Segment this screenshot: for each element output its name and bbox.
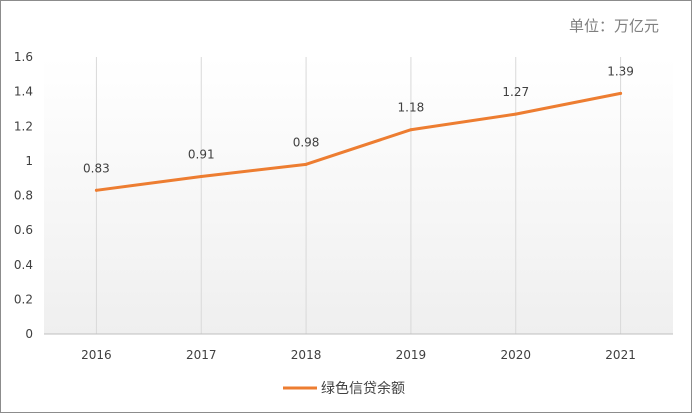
data-label: 1.18	[398, 101, 425, 115]
data-point	[199, 174, 203, 178]
y-tick-label: 1	[25, 154, 33, 168]
data-label: 1.27	[502, 85, 529, 99]
data-label: 1.39	[607, 64, 634, 78]
x-tick-label: 2016	[81, 348, 112, 362]
y-tick-label: 0.8	[14, 189, 33, 203]
x-tick-label: 2018	[291, 348, 322, 362]
y-tick-label: 1.4	[14, 85, 33, 99]
plot-area: 0 0.2 0.4 0.6 0.8 1 1.2 1.4 1.6 2016 2017 2018 2019 2…	[14, 50, 673, 362]
unit-label: 单位：万亿元	[569, 17, 659, 35]
y-tick-label: 0.6	[14, 223, 33, 237]
x-tick-label: 2020	[500, 348, 531, 362]
y-tick-label: 0.4	[14, 258, 33, 272]
data-point	[619, 91, 623, 95]
data-point	[94, 188, 98, 192]
legend-label: 绿色信贷余额	[321, 380, 405, 397]
data-point	[304, 162, 308, 166]
x-tick-label: 2017	[186, 348, 217, 362]
y-tick-label: 1.6	[14, 50, 33, 64]
data-point	[514, 112, 518, 116]
y-tick-label: 0	[25, 327, 33, 341]
legend: 绿色信贷余额	[283, 380, 405, 397]
series-line	[94, 91, 623, 192]
data-point	[409, 128, 413, 132]
data-label: 0.83	[83, 161, 110, 175]
y-tick-label: 0.2	[14, 292, 33, 306]
plot-background	[44, 57, 673, 334]
x-tick-label: 2019	[396, 348, 427, 362]
x-tick-label: 2021	[605, 348, 636, 362]
y-tick-label: 1.2	[14, 119, 33, 133]
data-label: 0.91	[188, 147, 215, 161]
data-label: 0.98	[293, 135, 320, 149]
